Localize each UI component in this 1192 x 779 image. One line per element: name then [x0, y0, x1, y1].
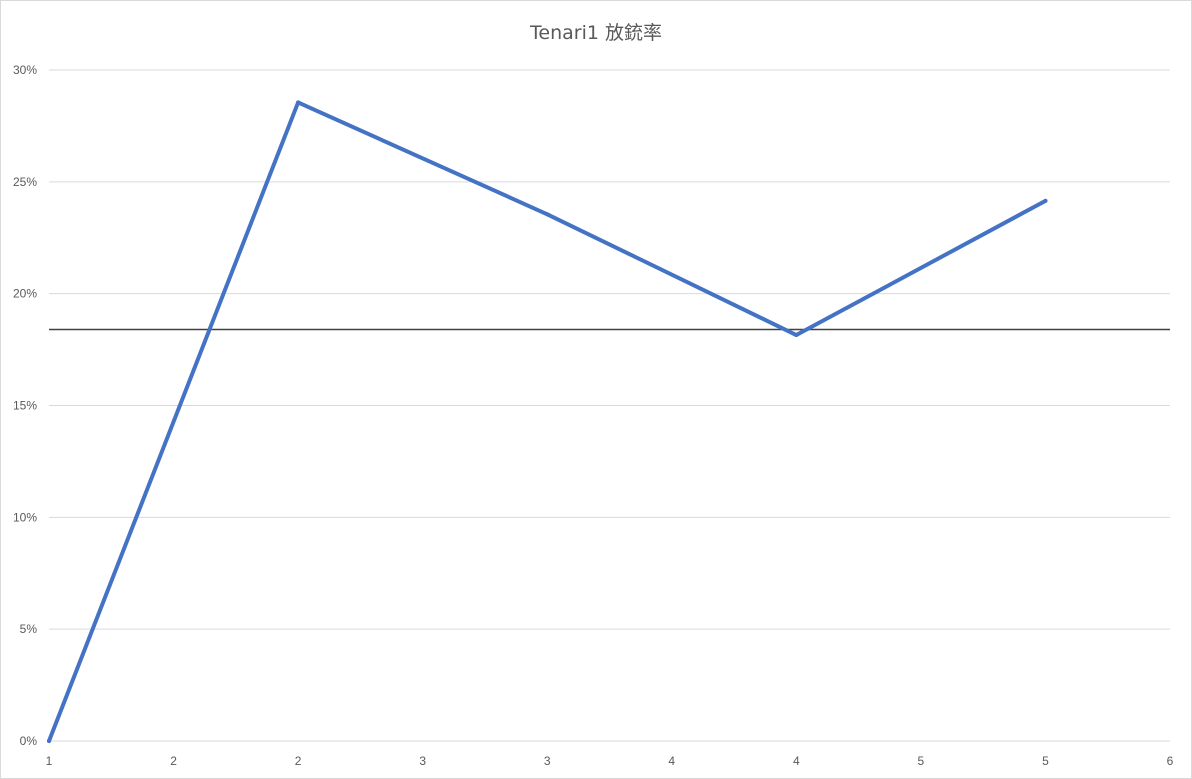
- x-tick-label: 6: [1167, 754, 1174, 768]
- y-tick-label: 25%: [13, 175, 37, 189]
- data-point: [296, 100, 301, 105]
- x-tick-label: 3: [544, 754, 551, 768]
- series-layer: [47, 100, 1048, 743]
- x-tick-label: 4: [793, 754, 800, 768]
- y-tick-label: 20%: [13, 287, 37, 301]
- series-line: [47, 100, 1048, 743]
- data-point: [47, 739, 51, 743]
- y-tick-label: 0%: [20, 734, 38, 748]
- y-axis-tick-labels: 0% 5% 10% 15% 20% 25% 30%: [13, 63, 37, 748]
- data-point: [1043, 198, 1048, 203]
- x-tick-label: 2: [295, 754, 302, 768]
- x-tick-label: 4: [668, 754, 675, 768]
- y-tick-label: 30%: [13, 63, 37, 77]
- data-point: [794, 333, 799, 338]
- x-tick-label: 3: [419, 754, 426, 768]
- y-tick-label: 5%: [20, 622, 38, 636]
- y-tick-label: 15%: [13, 399, 37, 413]
- gridlines: [49, 69, 1170, 742]
- y-tick-label: 10%: [13, 510, 37, 524]
- x-tick-label: 5: [918, 754, 925, 768]
- x-axis-tick-labels: 1 2 2 3 3 4 4 5 5 6: [46, 754, 1174, 768]
- data-point: [545, 212, 550, 217]
- chart-title: Tenari1 放銃率: [530, 22, 662, 44]
- x-tick-label: 2: [170, 754, 177, 768]
- x-tick-label: 1: [46, 754, 53, 768]
- x-tick-label: 5: [1042, 754, 1049, 768]
